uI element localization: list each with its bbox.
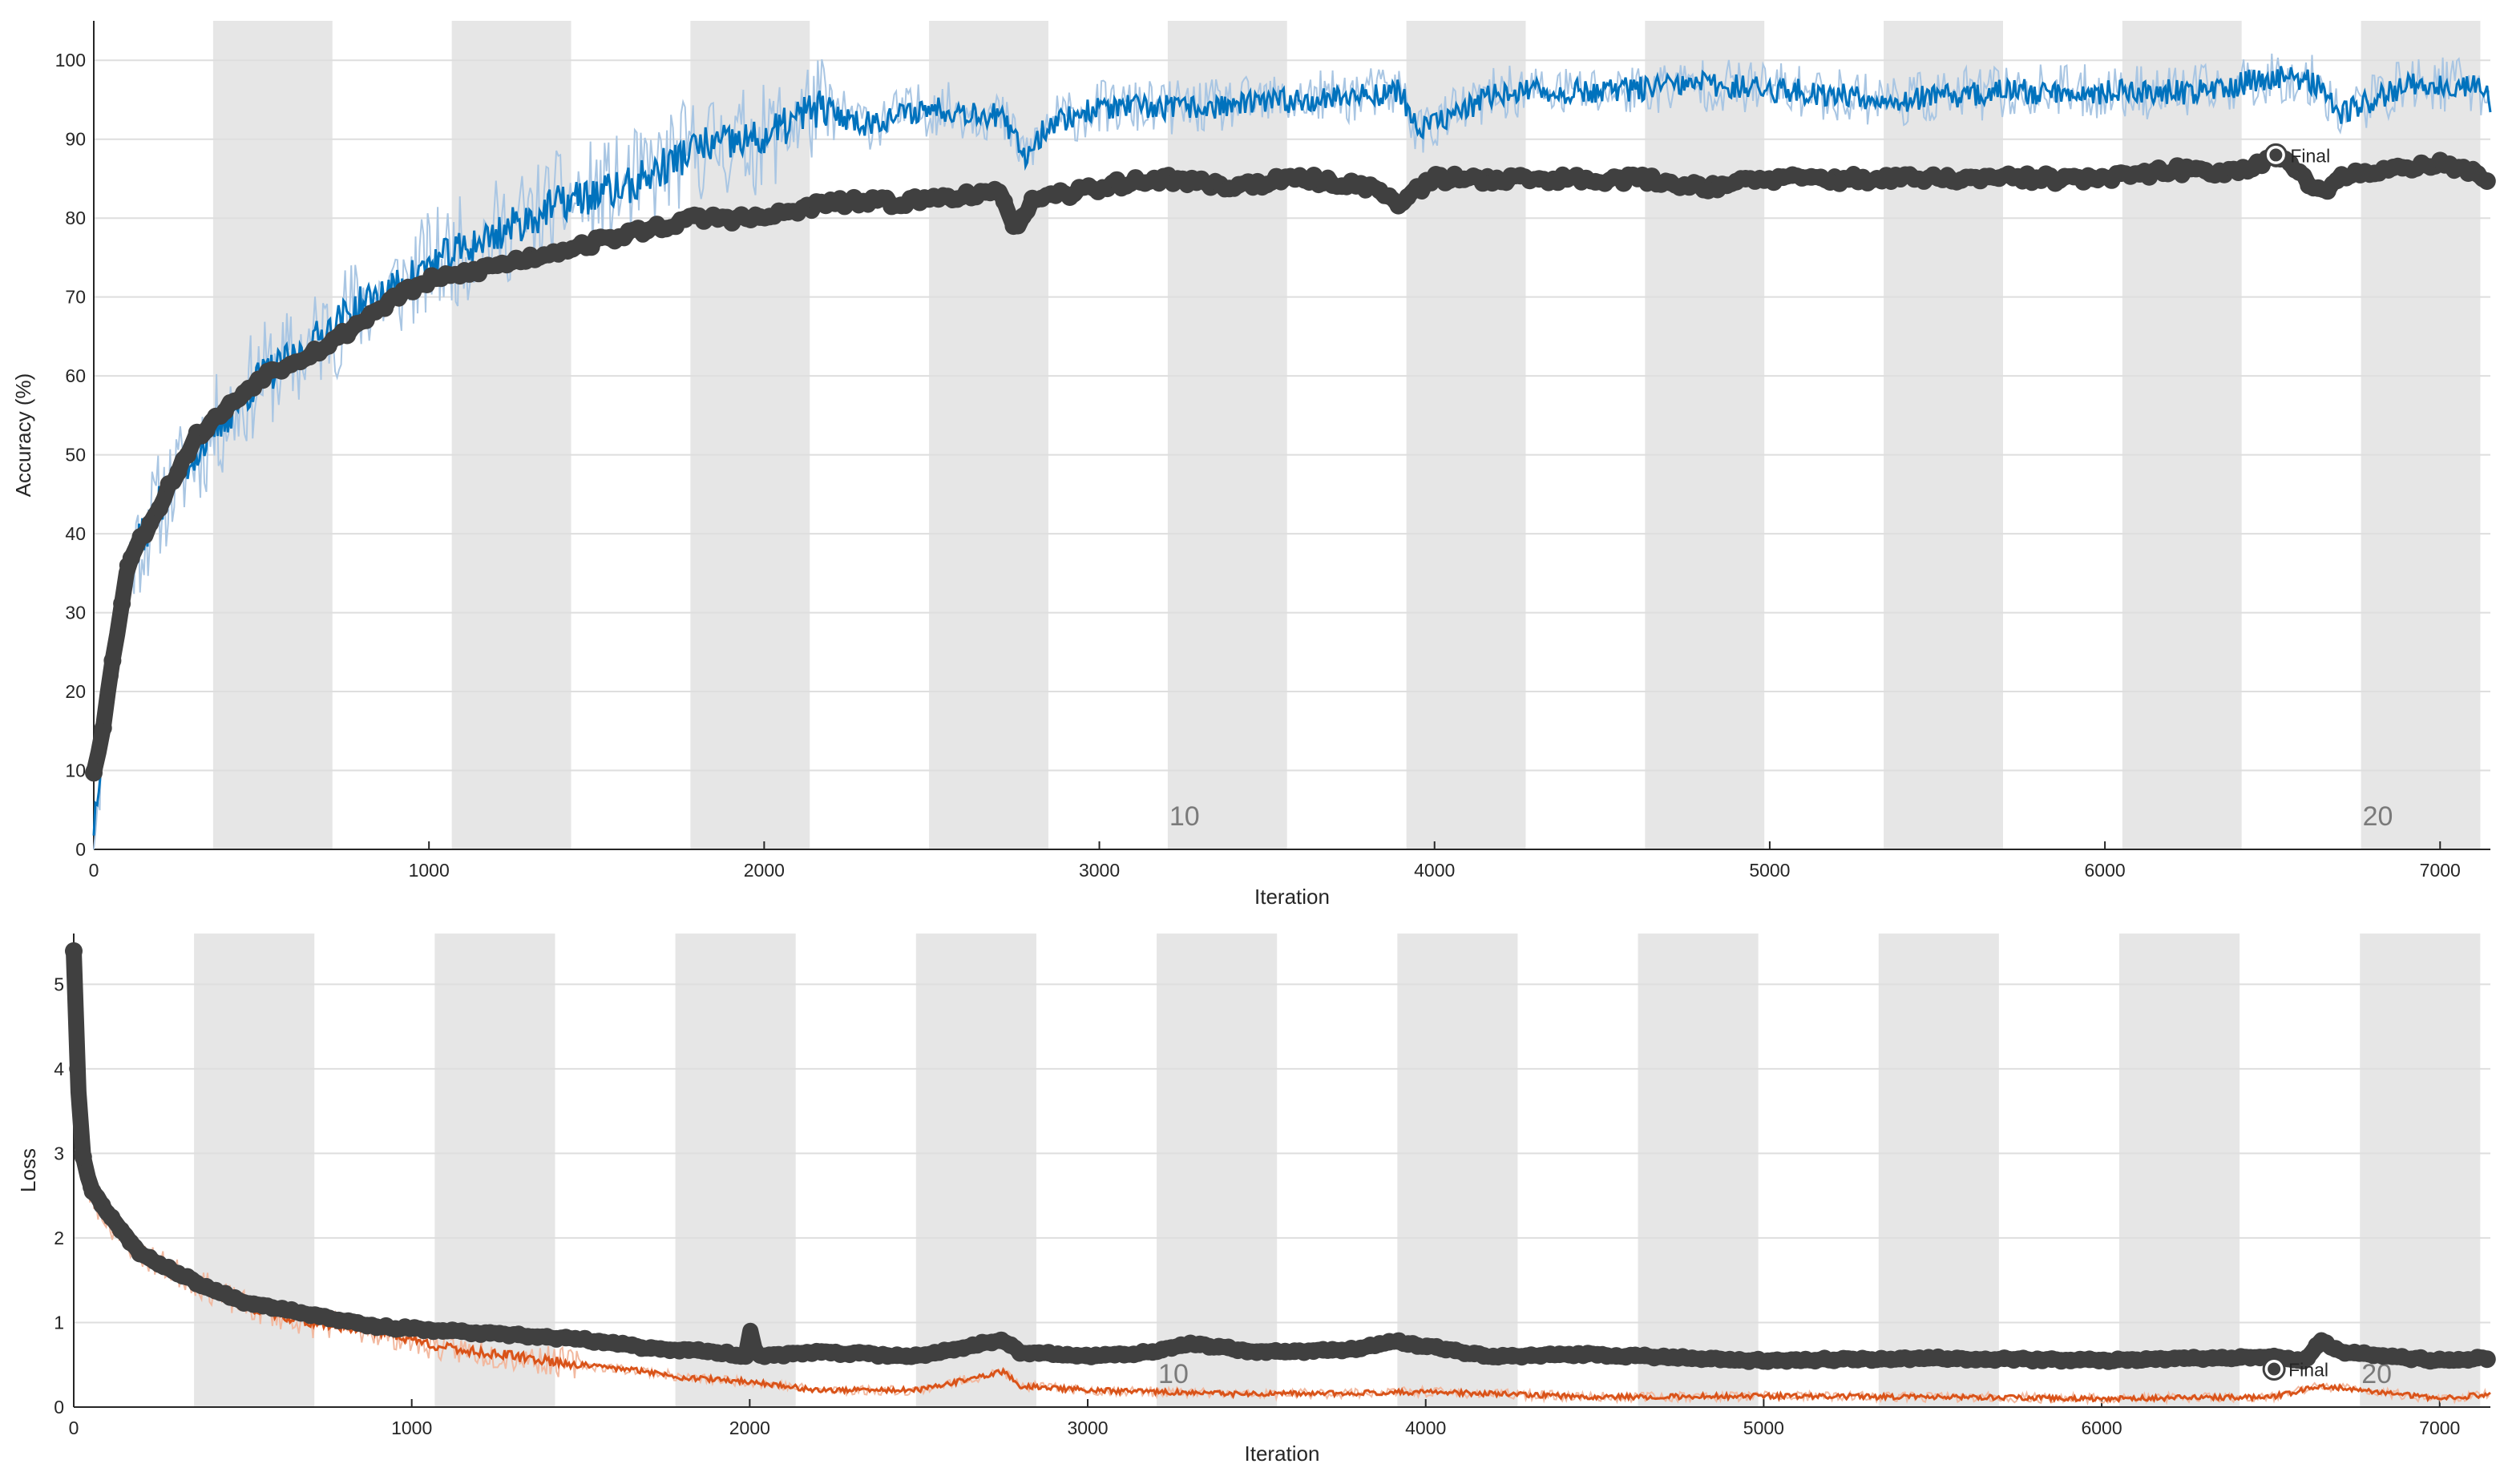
acc-final-label: Final (2290, 145, 2330, 166)
acc-epoch-band (1645, 21, 1765, 849)
loss-epoch-band (675, 934, 796, 1407)
acc-y-tick-label: 10 (65, 760, 86, 781)
loss-x-tick-label: 7000 (2419, 1417, 2460, 1438)
acc-y-tick-label: 80 (65, 208, 86, 228)
acc-validation-point (995, 192, 1013, 211)
loss-x-tick-label: 0 (69, 1417, 79, 1438)
loss-training-raw-line (73, 958, 2490, 1406)
acc-y-tick-label: 20 (65, 681, 86, 702)
acc-validation-point (169, 463, 188, 482)
loss-x-tick-label: 2000 (729, 1417, 770, 1438)
loss-epoch-band (2118, 934, 2240, 1407)
loss-validation-series (65, 942, 2496, 1370)
acc-validation-point (1014, 208, 1032, 226)
acc-validation-point (135, 526, 152, 542)
loss-final-marker-dot (2268, 1362, 2281, 1376)
loss-epoch-label: 10 (1158, 1359, 1189, 1389)
loss-epoch-band (2360, 934, 2481, 1407)
acc-x-tick-label: 2000 (744, 860, 785, 881)
acc-validation-point (160, 475, 178, 493)
acc-validation-point (986, 180, 1004, 199)
loss-validation-point (74, 1145, 91, 1162)
acc-epoch-label: 10 (1169, 801, 1200, 832)
loss-validation-point (69, 1060, 86, 1077)
acc-y-axis-title: Accuracy (%) (11, 373, 35, 498)
acc-y-tick-label: 0 (75, 839, 86, 860)
loss-validation-point (66, 942, 82, 959)
loss-x-tick-label: 3000 (1067, 1417, 1108, 1438)
acc-final-marker-dot (2269, 148, 2283, 162)
acc-x-tick-label: 5000 (1749, 860, 1790, 881)
acc-validation-point (119, 557, 135, 574)
acc-validation-point (179, 446, 197, 464)
loss-epoch-band (915, 934, 1036, 1407)
acc-y-tick-label: 40 (65, 523, 86, 544)
acc-validation-point (197, 421, 216, 439)
acc-training-smoothed-line (92, 66, 2492, 836)
acc-y-tick-label: 100 (55, 50, 86, 71)
acc-x-tick-label: 1000 (409, 860, 450, 881)
loss-epoch-band (1157, 934, 1278, 1407)
acc-y-tick-label: 70 (65, 287, 86, 308)
acc-x-axis-title: Iteration (1254, 885, 1330, 909)
acc-validation-point (151, 499, 168, 518)
loss-epoch-band (1397, 934, 1518, 1407)
acc-validation-point (113, 595, 131, 613)
loss-final-label: Final (2288, 1360, 2328, 1381)
acc-y-tick-label: 60 (65, 365, 86, 386)
loss-y-tick-label: 0 (54, 1397, 64, 1417)
loss-panel: 0 1 2 3 4 5 0 1000 2000 3000 4000 5000 6000 7000 Itera… (16, 934, 2496, 1466)
loss-x-tick-label: 6000 (2081, 1417, 2122, 1438)
acc-validation-point (86, 762, 102, 779)
loss-validation-point (2298, 1349, 2316, 1367)
acc-validation-point (2478, 172, 2496, 190)
acc-y-tick-label: 30 (65, 603, 86, 623)
acc-epoch-band (2361, 21, 2481, 849)
acc-x-tick-label: 3000 (1079, 860, 1120, 881)
loss-x-tick-label: 1000 (391, 1417, 432, 1438)
acc-epoch-band (2122, 21, 2242, 849)
acc-x-tick-label: 7000 (2420, 860, 2461, 881)
acc-y-tick-label: 90 (65, 129, 86, 150)
loss-y-tick-label: 3 (54, 1143, 64, 1163)
acc-x-tick-label: 0 (89, 860, 99, 881)
loss-x-tick-label: 4000 (1405, 1417, 1446, 1438)
acc-validation-point (94, 723, 111, 740)
acc-x-tick-label: 4000 (1414, 860, 1455, 881)
loss-y-axis-title: Loss (16, 1148, 40, 1192)
acc-validation-point (376, 299, 394, 317)
loss-x-axis-title: Iteration (1245, 1442, 1320, 1466)
acc-epoch-band (212, 21, 333, 849)
acc-epoch-label: 20 (2363, 801, 2393, 832)
loss-validation-point (112, 1221, 130, 1240)
acc-x-tick-label: 6000 (2085, 860, 2126, 881)
acc-epoch-band (1167, 21, 1287, 849)
acc-y-tick-label: 50 (65, 445, 86, 466)
loss-y-tick-label: 5 (54, 974, 64, 994)
loss-epoch-band (1878, 934, 1999, 1407)
loss-epoch-band (1638, 934, 1759, 1407)
loss-validation-point (2478, 1350, 2496, 1369)
acc-validation-series (85, 147, 2496, 782)
loss-validation-point (83, 1179, 99, 1196)
acc-epoch-band (1406, 21, 1526, 849)
acc-validation-point (103, 651, 122, 670)
acc-epoch-band (1884, 21, 2003, 849)
loss-y-tick-label: 1 (54, 1312, 64, 1333)
acc-validation-point (102, 667, 119, 684)
loss-y-tick-label: 2 (54, 1228, 64, 1248)
loss-epoch-band (194, 934, 315, 1407)
acc-epoch-band (451, 21, 571, 849)
loss-y-tick-label: 4 (54, 1059, 64, 1079)
acc-validation-point (2290, 163, 2308, 181)
loss-x-tick-label: 5000 (1743, 1417, 1784, 1438)
loss-training-smoothed-line (72, 953, 2491, 1404)
loss-validation-point (99, 1204, 116, 1221)
